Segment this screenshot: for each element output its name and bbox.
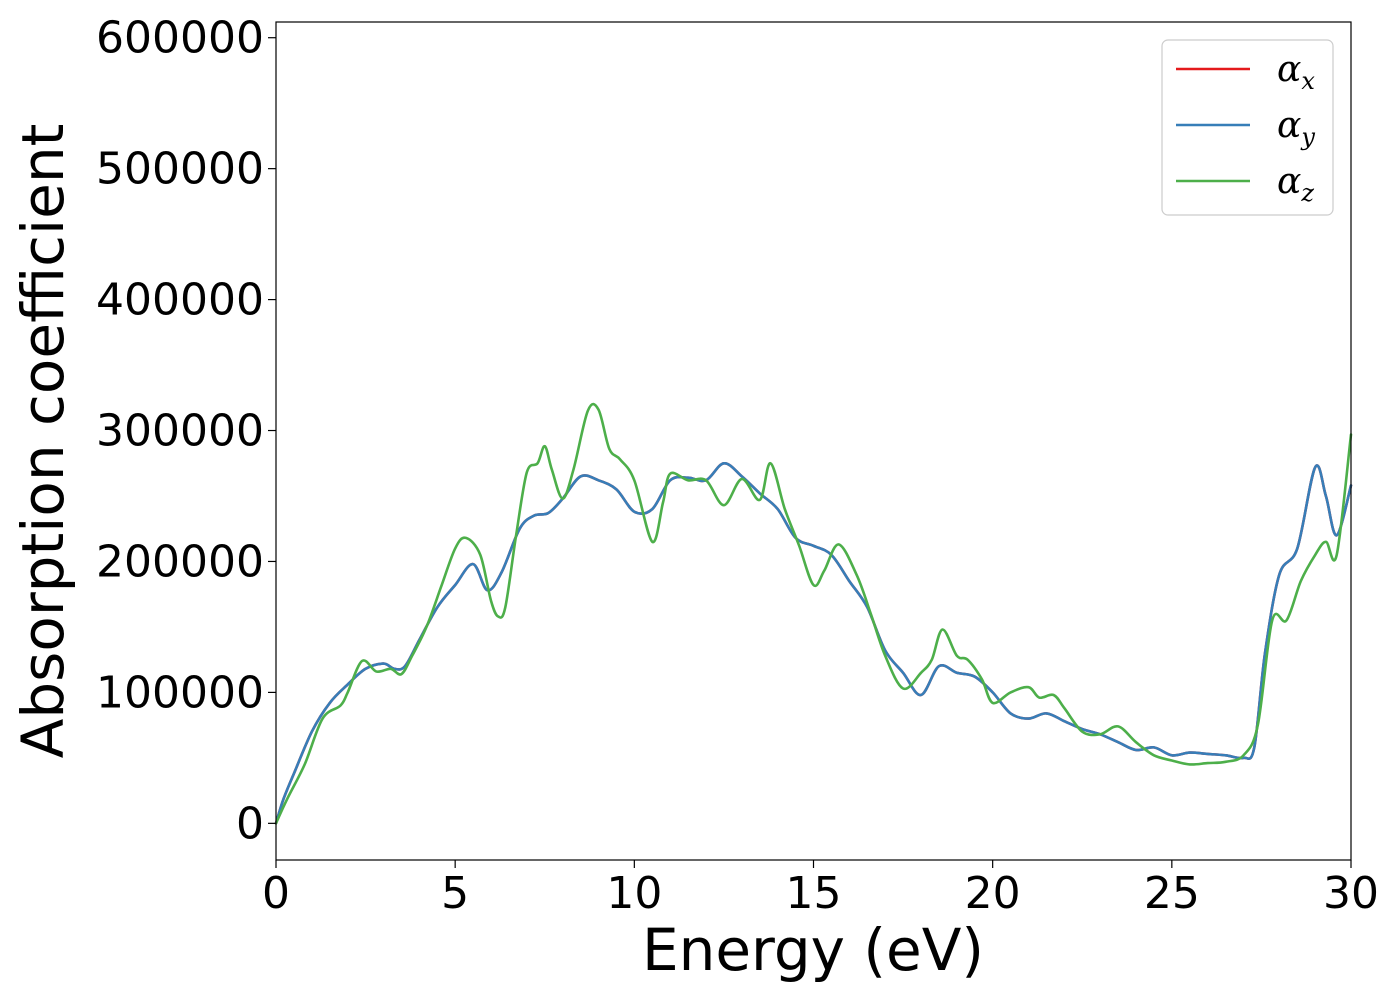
legend-box xyxy=(1161,39,1334,216)
x-tick-label: 20 xyxy=(965,868,1021,919)
legend-label-alpha-y: αy xyxy=(1277,105,1315,151)
x-axis-title: Energy (eV) xyxy=(642,916,984,984)
legend-label-alpha-x: αx xyxy=(1277,49,1315,95)
legend-symbol: α xyxy=(1277,105,1301,146)
x-tick-label: 5 xyxy=(441,868,469,919)
y-tick-label: 0 xyxy=(236,798,264,849)
series-line-alpha-z xyxy=(274,402,1353,825)
legend-subscript: y xyxy=(1300,123,1315,151)
plot-lines xyxy=(274,402,1353,825)
legend-subscript: x xyxy=(1301,67,1315,95)
y-tick-label: 500000 xyxy=(96,144,264,195)
x-tick-label: 30 xyxy=(1323,868,1379,919)
x-axis-ticks: 0 5 10 15 20 25 30 xyxy=(262,860,1379,919)
legend-subscript: z xyxy=(1300,179,1314,207)
x-tick-label: 0 xyxy=(262,868,290,919)
y-tick-label: 400000 xyxy=(96,275,264,326)
y-axis-ticks: 0 100000 200000 300000 400000 500000 600000 xyxy=(96,13,276,849)
x-tick-label: 15 xyxy=(786,868,842,919)
y-axis-title: Absorption coefficient xyxy=(9,124,77,759)
x-tick-label: 25 xyxy=(1144,868,1200,919)
y-tick-label: 100000 xyxy=(96,667,264,718)
legend-symbol: α xyxy=(1277,161,1301,202)
x-tick-label: 10 xyxy=(606,868,662,919)
series-line-alpha-y xyxy=(274,462,1353,825)
legend-symbol: α xyxy=(1277,49,1301,90)
y-tick-label: 300000 xyxy=(96,406,264,457)
y-tick-label: 200000 xyxy=(96,536,264,587)
legend-label-alpha-z: αz xyxy=(1277,161,1314,207)
y-tick-label: 600000 xyxy=(96,13,264,64)
